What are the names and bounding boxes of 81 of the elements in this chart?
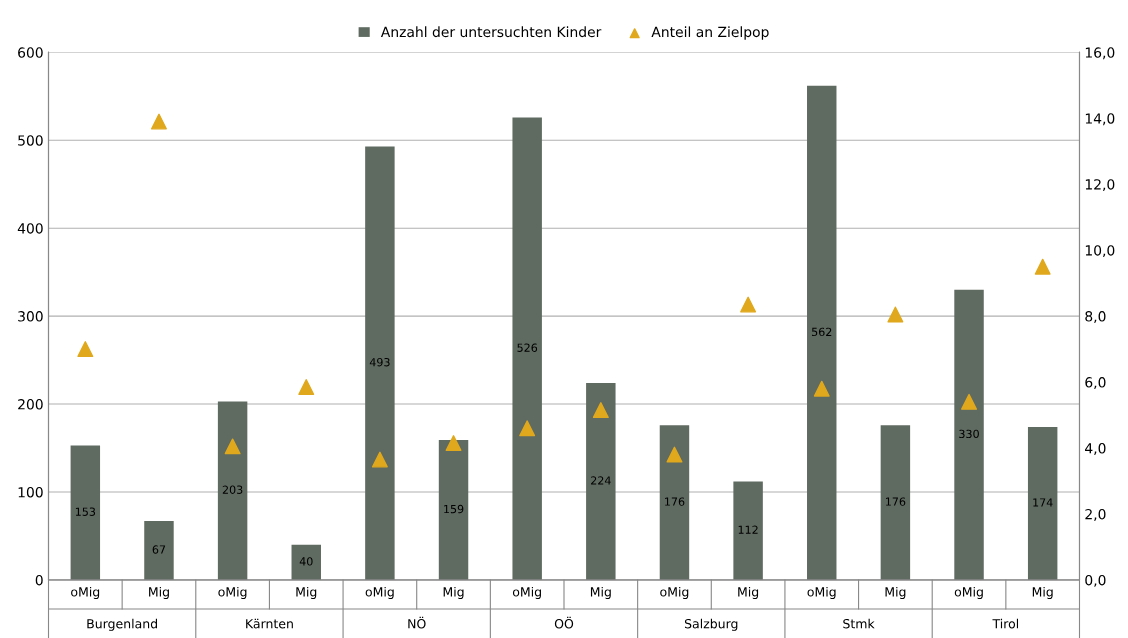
data-label: 153 <box>75 507 96 516</box>
data-label: 203 <box>222 485 243 494</box>
bar <box>438 440 469 580</box>
bar <box>1027 426 1058 580</box>
text: Salzburg <box>684 618 738 631</box>
y2-tick-label: 0,0 <box>1085 574 1106 587</box>
data-label: 526 <box>517 343 538 352</box>
point <box>887 306 904 323</box>
text: Stmk <box>843 618 875 629</box>
bar <box>807 85 837 580</box>
legend-label: Anzahl der untersuchten Kinder <box>380 26 602 38</box>
point <box>961 393 978 410</box>
text: Kärnten <box>246 618 293 629</box>
y-tick-label: 0 <box>35 574 43 586</box>
x-tick-label: oMig <box>512 586 541 599</box>
y2-tick-label: 10,0 <box>1085 245 1115 258</box>
data-label: 176 <box>665 497 685 506</box>
y2-tick-label: 14,0 <box>1085 113 1115 126</box>
x-tick-label: oMig <box>71 586 100 599</box>
x-tick-label: Mig <box>443 586 464 599</box>
data-label: 40 <box>299 557 313 566</box>
point <box>445 435 462 452</box>
point <box>371 451 388 468</box>
bar <box>144 521 174 580</box>
x-tick-label: Mig <box>738 586 759 599</box>
x-tick-label: Mig <box>149 586 169 599</box>
y2-tick-label: 16,0 <box>1085 47 1115 60</box>
x-tick-label: Mig <box>590 586 611 599</box>
y2-tick-label: 6,0 <box>1085 377 1106 389</box>
bar <box>512 117 542 580</box>
bar <box>733 481 763 580</box>
x-tick-label: Mig <box>885 586 906 599</box>
data-label: 174 <box>1033 498 1053 507</box>
y2-tick-label: 12,0 <box>1085 179 1115 192</box>
data-label: 176 <box>886 497 906 506</box>
x-tick-label: oMig <box>218 586 247 599</box>
point <box>224 438 241 455</box>
bar <box>659 425 690 580</box>
x-tick-label: Mig <box>296 586 317 599</box>
y2-tick-label: 8,0 <box>1085 311 1106 324</box>
bar <box>954 289 984 580</box>
x-tick-label: oMig <box>954 586 983 599</box>
point <box>77 341 94 358</box>
y2-tick-label: 4,0 <box>1085 443 1106 455</box>
point <box>592 402 609 419</box>
legend-label: Anteil an Zielpop <box>651 26 769 40</box>
text: Tirol <box>992 618 1019 629</box>
y-tick-label: 600 <box>18 47 43 58</box>
data-label: 493 <box>369 358 390 367</box>
bar <box>586 382 616 580</box>
y-tick-label: 500 <box>18 135 43 146</box>
bar <box>365 146 395 580</box>
x-tick-label: oMig <box>807 586 836 599</box>
y-tick-label: 400 <box>17 223 43 234</box>
data-label: 67 <box>152 545 166 554</box>
text: OÖ <box>554 616 574 629</box>
y2-tick-label: 2,0 <box>1085 508 1106 521</box>
point <box>519 420 536 437</box>
data-label: 112 <box>738 525 758 534</box>
data-label: 562 <box>812 327 832 337</box>
x-tick-label: oMig <box>365 586 394 599</box>
x-tick-label: oMig <box>660 586 689 599</box>
text: NÖ <box>408 616 426 629</box>
point <box>666 446 683 463</box>
point <box>298 379 315 396</box>
bar <box>217 401 248 580</box>
x-tick-label: Mig <box>1032 586 1053 599</box>
point <box>813 380 830 397</box>
y-tick-label: 200 <box>18 399 43 410</box>
text: Burgenland <box>87 618 157 631</box>
bar <box>70 445 101 580</box>
bar <box>291 544 321 580</box>
point <box>740 296 757 313</box>
point <box>150 113 167 130</box>
bar <box>880 425 911 580</box>
data-label: 224 <box>591 476 611 485</box>
y-tick-label: 100 <box>18 486 43 498</box>
y-tick-label: 300 <box>18 311 43 322</box>
data-label: 330 <box>959 429 979 439</box>
data-label: 159 <box>444 504 464 514</box>
point <box>1034 258 1051 275</box>
